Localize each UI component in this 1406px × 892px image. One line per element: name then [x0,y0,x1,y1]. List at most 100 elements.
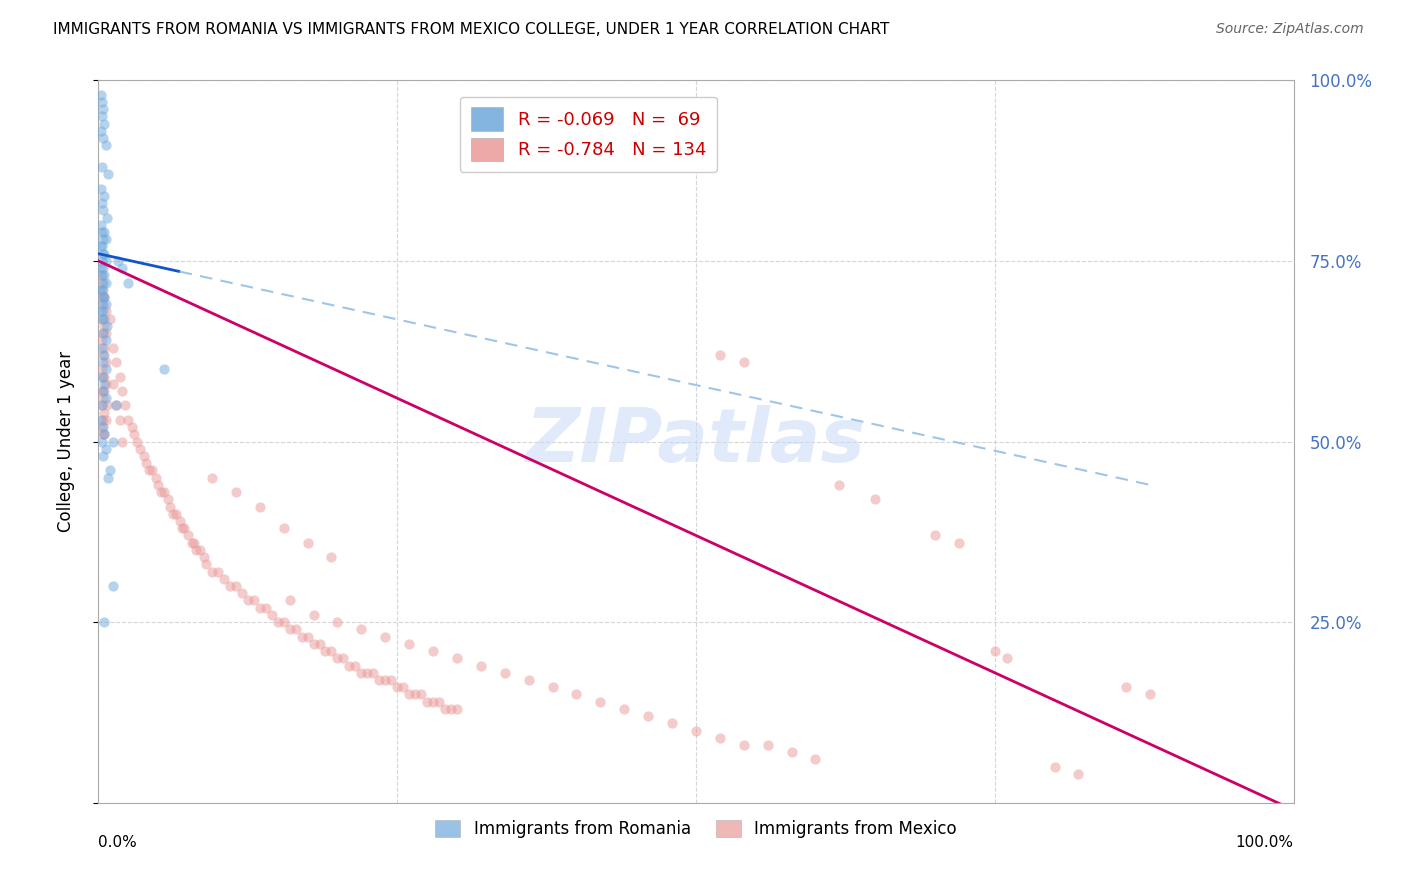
Point [91,232,114,246]
Point [138,463,160,477]
Point [91,413,114,427]
Point [90,268,112,283]
Point [90,218,112,232]
Point [404,687,426,701]
Point [91,131,114,145]
Point [374,673,396,687]
Point [93,246,115,260]
Point [111,384,134,398]
Point [90,413,112,427]
Point [172,521,194,535]
Point [90,182,112,196]
Point [344,658,367,673]
Point [201,470,224,484]
Point [91,362,114,376]
Point [93,406,115,420]
Point [828,478,851,492]
Point [278,623,301,637]
Point [94,326,117,340]
Point [91,326,114,340]
Point [114,398,136,412]
Point [541,680,564,694]
Point [93,427,115,442]
Point [440,702,463,716]
Point [91,253,114,268]
Point [446,651,468,665]
Point [93,225,115,239]
Point [90,124,112,138]
Point [1115,680,1137,694]
Point [121,420,143,434]
Point [91,160,114,174]
Point [392,680,415,694]
Point [326,615,349,630]
Point [94,276,117,290]
Point [733,355,755,369]
Point [93,615,115,630]
Point [173,521,195,535]
Point [91,268,114,283]
Point [183,535,205,549]
Point [446,702,468,716]
Point [91,290,114,304]
Point [995,651,1018,665]
Point [249,600,271,615]
Point [470,658,492,673]
Point [398,637,420,651]
Point [101,341,124,355]
Point [363,665,385,680]
Point [91,290,114,304]
Point [709,348,731,362]
Point [380,673,402,687]
Point [180,535,202,549]
Point [709,731,731,745]
Point [94,355,117,369]
Text: IMMIGRANTS FROM ROMANIA VS IMMIGRANTS FROM MEXICO COLLEGE, UNDER 1 YEAR CORRELAT: IMMIGRANTS FROM ROMANIA VS IMMIGRANTS FR… [53,22,890,37]
Point [249,500,271,514]
Point [422,695,444,709]
Point [565,687,588,701]
Point [91,434,114,449]
Point [207,565,229,579]
Point [91,355,114,369]
Point [661,716,683,731]
Point [302,637,325,651]
Point [91,276,114,290]
Point [98,463,122,477]
Point [984,644,1007,658]
Point [924,528,946,542]
Point [350,623,373,637]
Point [1139,687,1161,701]
Point [97,167,120,181]
Point [159,500,181,514]
Point [177,528,200,542]
Point [212,572,235,586]
Point [94,442,117,456]
Point [517,673,540,687]
Point [91,239,114,253]
Point [91,369,114,384]
Point [141,463,163,477]
Point [132,449,155,463]
Point [321,550,343,565]
Point [91,391,114,405]
Point [94,297,117,311]
Point [91,246,114,260]
Point [91,297,114,311]
Point [231,586,253,600]
Point [589,695,612,709]
Point [105,398,128,412]
Point [91,261,114,276]
Point [260,607,283,622]
Point [91,384,114,398]
Point [96,398,118,412]
Point [90,87,112,102]
Point [350,665,373,680]
Point [321,644,343,658]
Point [93,384,115,398]
Point [94,253,117,268]
Point [91,311,114,326]
Point [101,376,124,391]
Point [685,723,707,738]
Point [117,276,139,290]
